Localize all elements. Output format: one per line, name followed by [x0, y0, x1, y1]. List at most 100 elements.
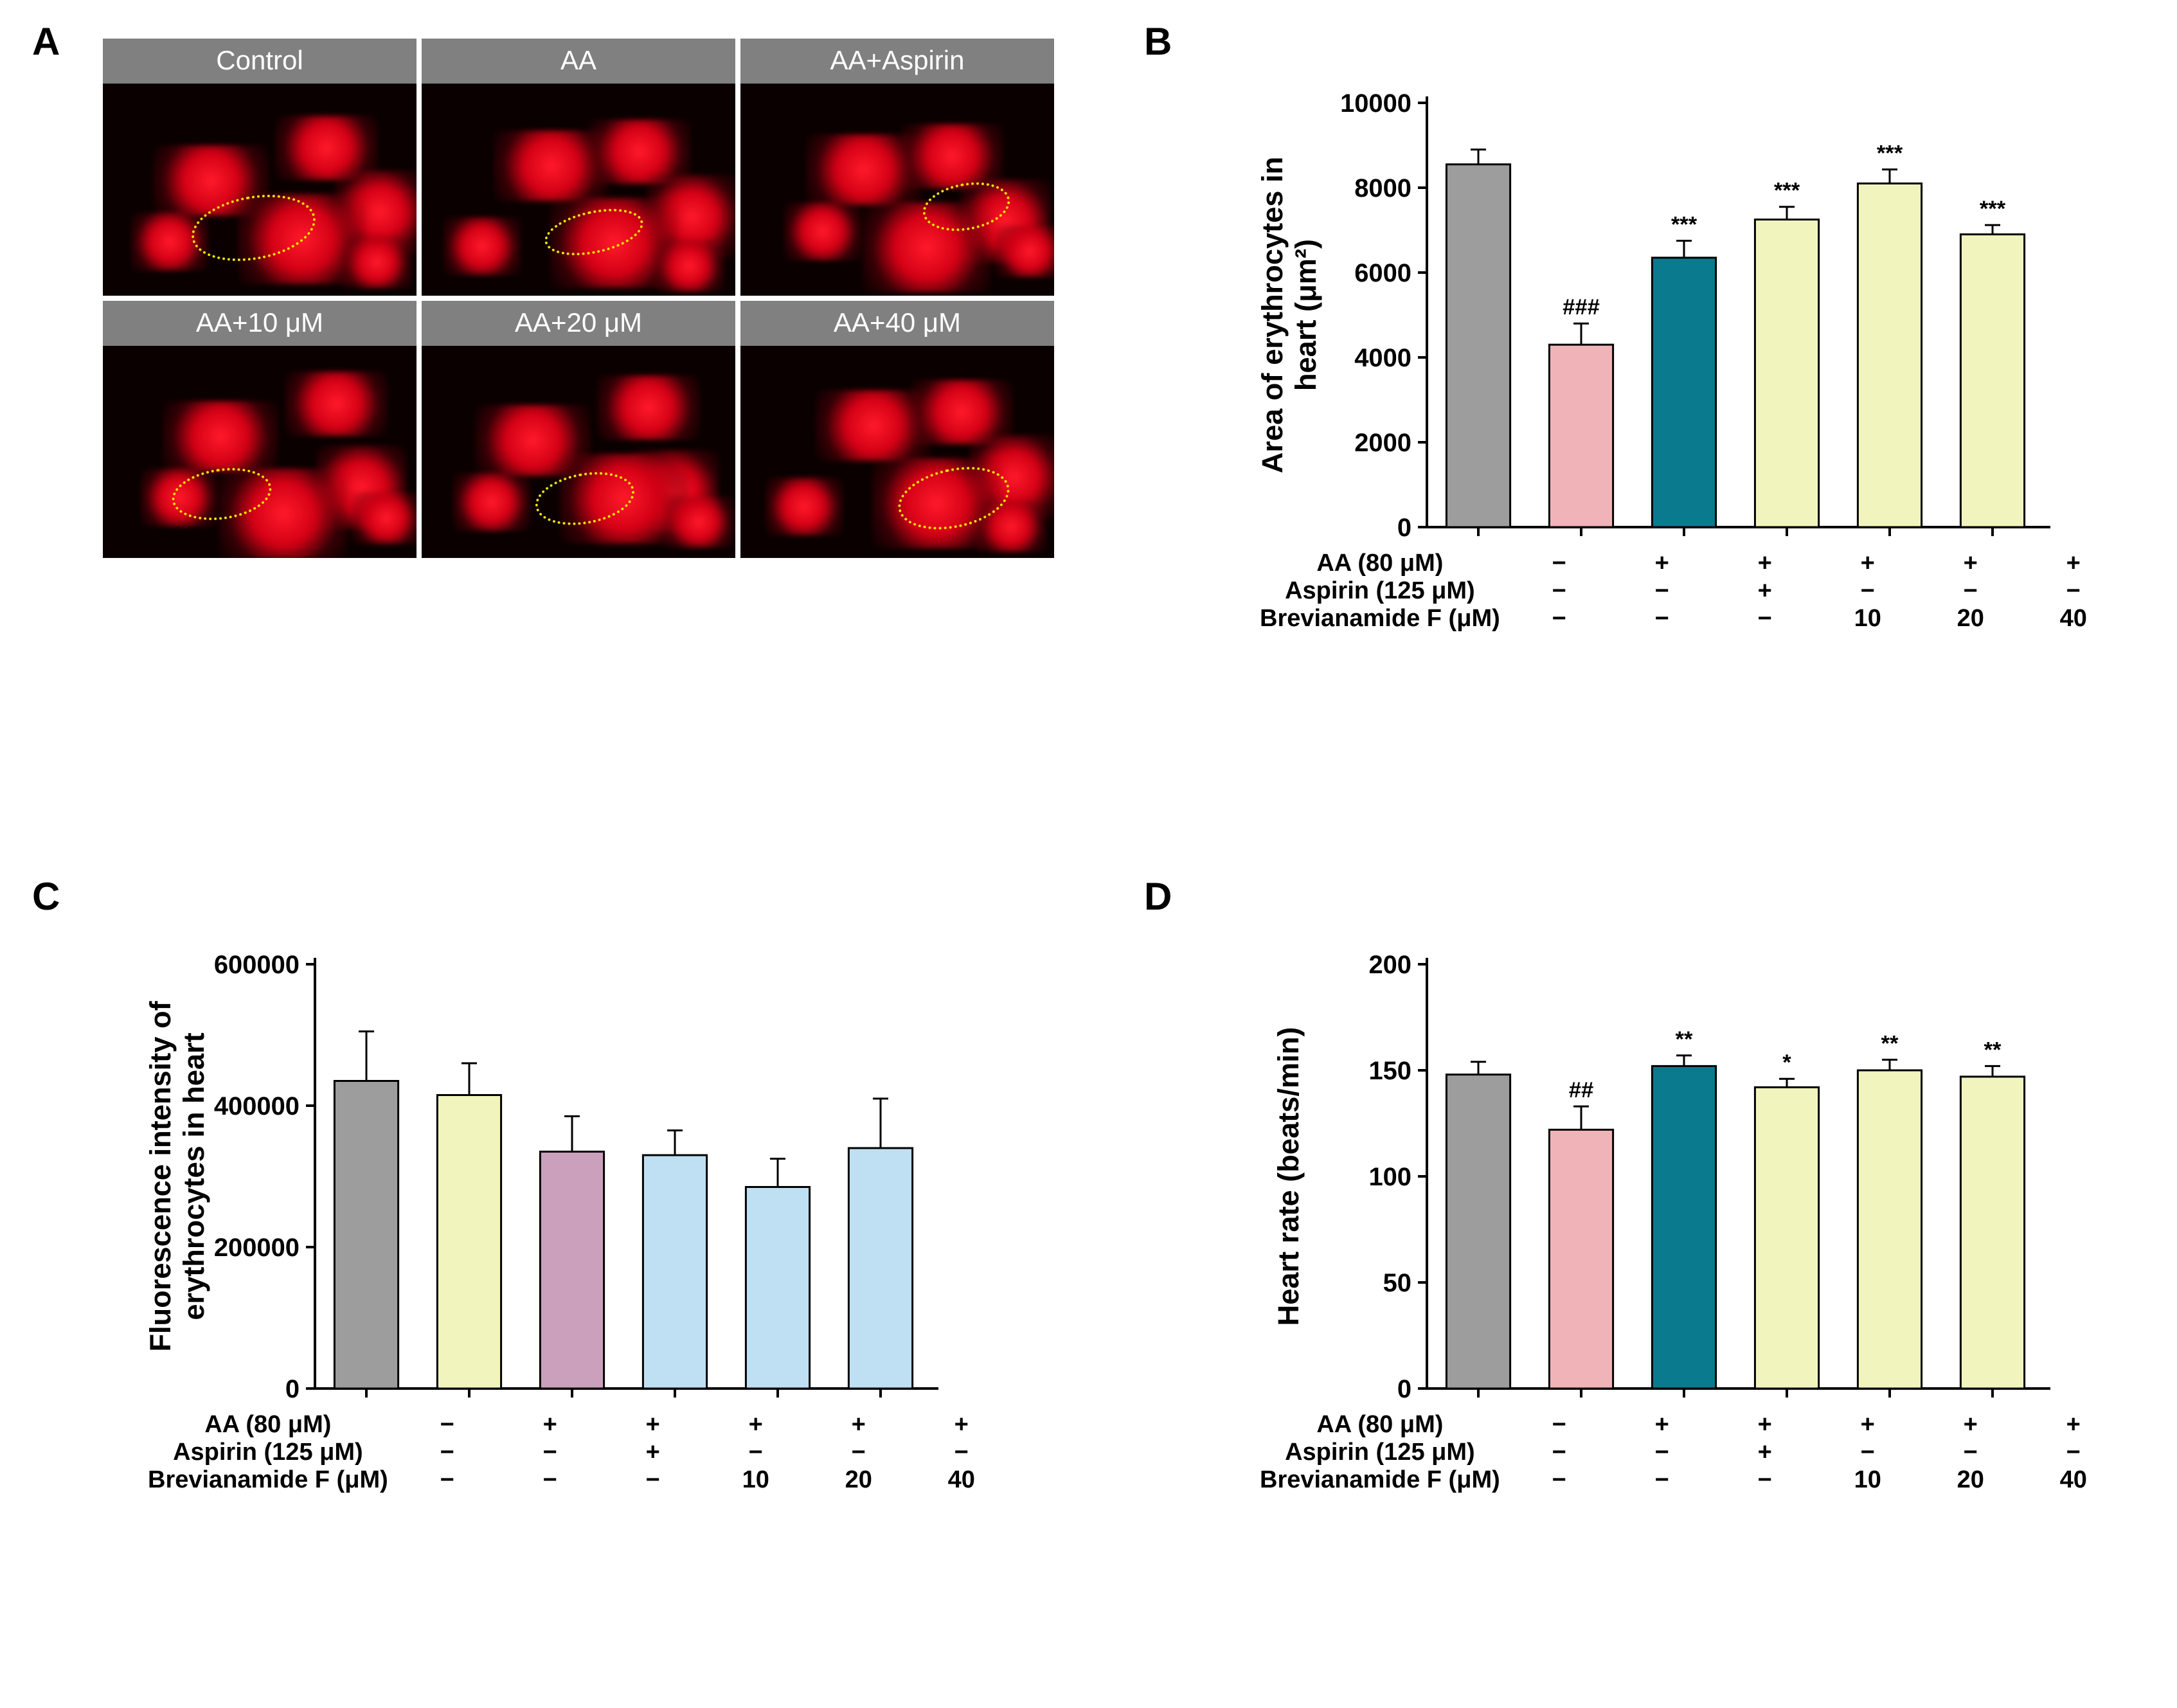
- y-tick-label: 50: [1383, 1269, 1411, 1297]
- bar: [1755, 220, 1818, 528]
- y-tick-label: 0: [1397, 1375, 1411, 1403]
- treatment-cell: −: [1508, 1439, 1611, 1466]
- bar: [1446, 165, 1510, 527]
- figure-container: A B C D ControlAAAA+AspirinAA+10 μMAA+20…: [0, 0, 2177, 1708]
- panel-label-c: C: [32, 874, 60, 919]
- panel-label-a: A: [32, 19, 60, 64]
- treatment-cell: −: [1714, 605, 1816, 633]
- treatment-table: AA (80 μM)−+++++Aspirin (125 μM)−−+−−−Br…: [1260, 1411, 2125, 1494]
- micrograph-header: AA+40 μM: [740, 301, 1054, 346]
- treatment-cell: 10: [1816, 605, 1919, 633]
- treatment-row-label: Aspirin (125 μM): [1260, 1439, 1508, 1466]
- micrograph-cell: AA+Aspirin: [740, 39, 1054, 296]
- treatment-cell: +: [1816, 1411, 1919, 1439]
- micrograph-header: Control: [103, 39, 417, 84]
- micrograph-cell: Control: [103, 39, 417, 296]
- y-tick-label: 100: [1368, 1163, 1411, 1191]
- bar: [1858, 183, 1921, 527]
- micrograph-header: AA+20 μM: [422, 301, 735, 346]
- treatment-cell: +: [602, 1411, 704, 1439]
- treatment-row-label: Brevianamide F (μM): [148, 1466, 396, 1494]
- treatment-cell: −: [1508, 1466, 1611, 1494]
- bar: [746, 1187, 809, 1389]
- significance-marker: *: [1782, 1050, 1791, 1075]
- treatment-cell: −: [499, 1466, 602, 1494]
- treatment-cell: 10: [704, 1466, 807, 1494]
- treatment-cell: +: [602, 1439, 704, 1466]
- significance-marker: ***: [1774, 179, 1800, 203]
- bar: [1755, 1087, 1818, 1389]
- fluorescence-blob: [654, 240, 724, 292]
- y-tick-label: 600000: [214, 951, 300, 979]
- y-tick-label: 400000: [214, 1092, 300, 1120]
- treatment-cell: −: [396, 1466, 499, 1494]
- treatment-cell: −: [1508, 577, 1611, 605]
- treatment-cell: +: [1714, 1439, 1816, 1466]
- treatment-cell: 40: [2022, 1466, 2125, 1494]
- bar: [1549, 345, 1613, 527]
- micrograph-image: [103, 346, 417, 558]
- significance-marker: **: [1881, 1032, 1899, 1056]
- fluorescence-blob: [453, 473, 530, 531]
- treatment-cell: +: [704, 1411, 807, 1439]
- treatment-cell: +: [2022, 1411, 2125, 1439]
- treatment-cell: −: [1919, 577, 2022, 605]
- treatment-row-label: AA (80 μM): [1260, 550, 1508, 577]
- fluorescence-blob: [994, 226, 1054, 277]
- treatment-cell: −: [2022, 1439, 2125, 1466]
- treatment-cell: +: [910, 1411, 1013, 1439]
- treatment-cell: −: [807, 1439, 910, 1466]
- y-axis-label: Area of erythrocytes inheart (μm²): [1256, 157, 1322, 474]
- treatment-cell: 10: [1816, 1466, 1919, 1494]
- treatment-cell: −: [1714, 1466, 1816, 1494]
- treatment-row-label: Aspirin (125 μM): [1260, 577, 1508, 605]
- y-axis-label: Fluorescence intensity oferythrocytes in…: [144, 1000, 210, 1351]
- treatment-cell: −: [704, 1439, 807, 1466]
- significance-marker: ###: [1563, 295, 1600, 319]
- y-axis-label: Heart rate (beats/min): [1272, 1027, 1305, 1326]
- treatment-cell: −: [910, 1439, 1013, 1466]
- micrograph-cell: AA: [422, 39, 735, 296]
- treatment-cell: 20: [1919, 605, 2022, 633]
- treatment-cell: +: [2022, 550, 2125, 577]
- treatment-cell: −: [1508, 550, 1611, 577]
- fluorescence-blob: [597, 375, 700, 440]
- treatment-cell: +: [1816, 550, 1919, 577]
- treatment-table: AA (80 μM)−+++++Aspirin (125 μM)−−+−−−Br…: [148, 1411, 1013, 1494]
- panel-d-chart: Heart rate (beats/min)050100150200##****…: [1260, 926, 2125, 1494]
- y-tick-label: 0: [1397, 514, 1411, 542]
- micrograph-image: [422, 84, 735, 296]
- bar: [1652, 1066, 1716, 1389]
- treatment-cell: −: [1816, 1439, 1919, 1466]
- fluorescence-blob: [285, 372, 388, 436]
- treatment-cell: 20: [807, 1466, 910, 1494]
- y-tick-label: 8000: [1354, 174, 1411, 202]
- panel-a-micrographs: ControlAAAA+Aspirin AA+10 μMAA+20 μMAA+40…: [103, 39, 1054, 558]
- treatment-row-label: Brevianamide F (μM): [1260, 1466, 1508, 1494]
- treatment-table: AA (80 μM)−+++++Aspirin (125 μM)−−+−−−Br…: [1260, 550, 2125, 633]
- significance-marker: ##: [1569, 1078, 1593, 1102]
- bar: [1858, 1070, 1921, 1389]
- y-tick-label: 6000: [1354, 259, 1411, 287]
- micrograph-image: [103, 84, 417, 296]
- bar: [540, 1152, 604, 1389]
- treatment-cell: −: [1611, 605, 1714, 633]
- treatment-cell: 40: [910, 1466, 1013, 1494]
- bar: [1652, 258, 1716, 527]
- micrograph-header: AA: [422, 39, 735, 84]
- bar: [334, 1081, 398, 1389]
- treatment-cell: +: [1714, 1411, 1816, 1439]
- micrograph-cell: AA+20 μM: [422, 301, 735, 558]
- panel-c-chart: Fluorescence intensity oferythrocytes in…: [148, 926, 1013, 1494]
- y-tick-label: 200000: [214, 1234, 300, 1262]
- y-tick-label: 4000: [1354, 344, 1411, 372]
- bar: [643, 1155, 706, 1389]
- treatment-cell: −: [1816, 577, 1919, 605]
- treatment-cell: −: [602, 1466, 704, 1494]
- treatment-cell: 40: [2022, 605, 2125, 633]
- bar: [1960, 235, 2024, 527]
- micrograph-header: AA+10 μM: [103, 301, 417, 346]
- micrograph-image: [740, 84, 1054, 296]
- treatment-cell: −: [1508, 605, 1611, 633]
- bar: [848, 1148, 912, 1389]
